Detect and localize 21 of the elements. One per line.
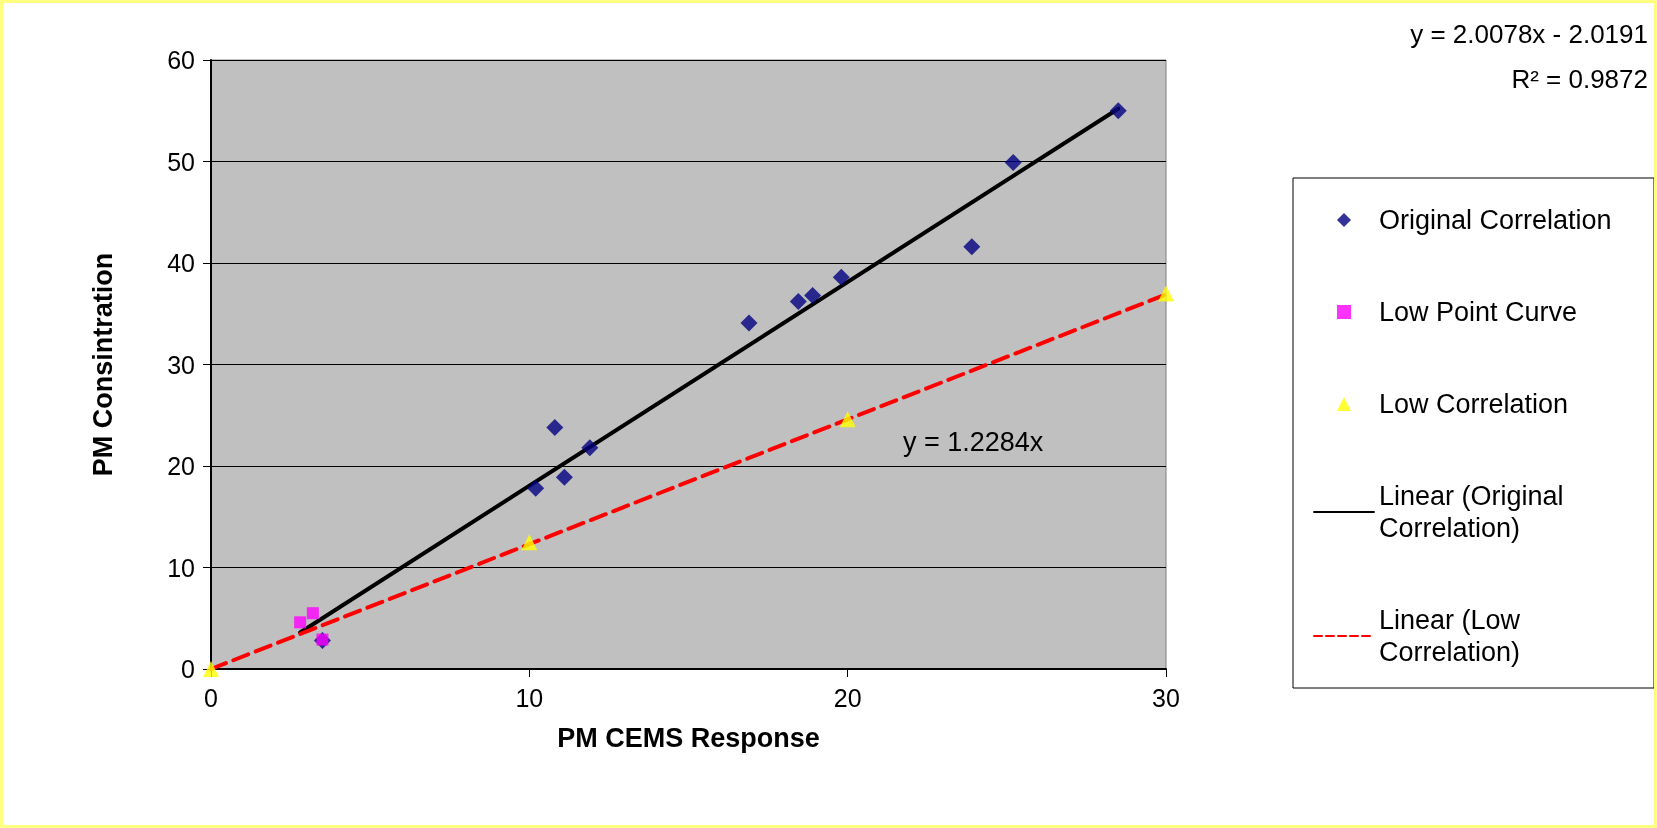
x-tick-label: 30 xyxy=(1152,683,1180,712)
legend-label: Low Point Curve xyxy=(1379,297,1578,327)
x-tick-label: 20 xyxy=(833,683,862,712)
y-axis-title: PM Consintration xyxy=(87,252,118,477)
y-tick-label: 10 xyxy=(167,553,195,582)
annotation: y = 1.2284x xyxy=(903,426,1044,457)
y-tick-label: 60 xyxy=(167,46,195,74)
legend-label: Linear (Low Correlation) xyxy=(1379,605,1528,667)
text: R² = 0.9872 xyxy=(1511,64,1648,94)
y-tick-label: 50 xyxy=(167,147,195,176)
y-tick-label: 0 xyxy=(181,655,195,683)
x-tick-label: 0 xyxy=(204,683,218,712)
x-tick-label: 10 xyxy=(515,683,544,712)
y-tick-label: 20 xyxy=(167,452,195,480)
legend-label: Linear (Original Correlation) xyxy=(1379,481,1572,543)
y-tick-label: 40 xyxy=(167,249,195,277)
legend-label: Low Correlation xyxy=(1379,389,1569,419)
x-axis-title: PM CEMS Response xyxy=(557,722,820,753)
text: y = 2.0078x - 2.0191 xyxy=(1410,19,1649,49)
y-tick-label: 30 xyxy=(167,350,195,379)
legend-label: Original Correlation xyxy=(1379,205,1612,235)
